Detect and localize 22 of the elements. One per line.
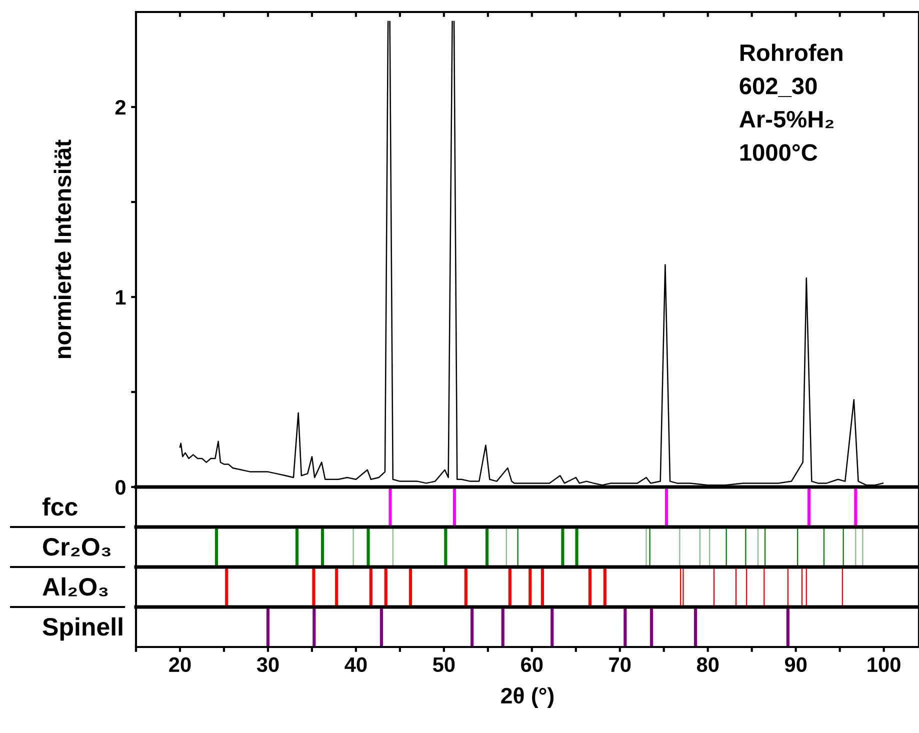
annotation: 602_30 xyxy=(740,78,817,97)
x-tick-label: 90 xyxy=(784,657,807,672)
x-axis-title: 2θ (°) xyxy=(501,687,554,708)
x-tick-label: 100 xyxy=(868,657,900,672)
x-tick-label: 20 xyxy=(169,657,191,672)
y-axis-title: Cr₂O₃ xyxy=(43,538,110,556)
annotation: 1000°C xyxy=(740,144,818,161)
y-tick-label: 1 xyxy=(116,290,126,305)
annotation: Rohrofen xyxy=(740,44,842,62)
x-tick-label: 80 xyxy=(696,657,719,672)
x-tick-label: 60 xyxy=(521,657,543,672)
x-tick-label: 30 xyxy=(256,657,279,672)
y-axis-title: fcc xyxy=(42,497,78,516)
x-tick-label: 50 xyxy=(432,657,455,672)
y-axis-title: Al₂O₃ xyxy=(42,577,108,596)
annotation: Ar-5%H₂ xyxy=(739,110,834,128)
x-tick-label: 40 xyxy=(344,657,367,672)
y-tick-label: 2 xyxy=(115,100,126,115)
y-axis-title: Spinell xyxy=(42,617,122,641)
y-tick-label: 0 xyxy=(116,480,126,495)
x-tick-label: 70 xyxy=(609,657,631,672)
y-axis-title: normierte Intensität xyxy=(54,140,72,358)
